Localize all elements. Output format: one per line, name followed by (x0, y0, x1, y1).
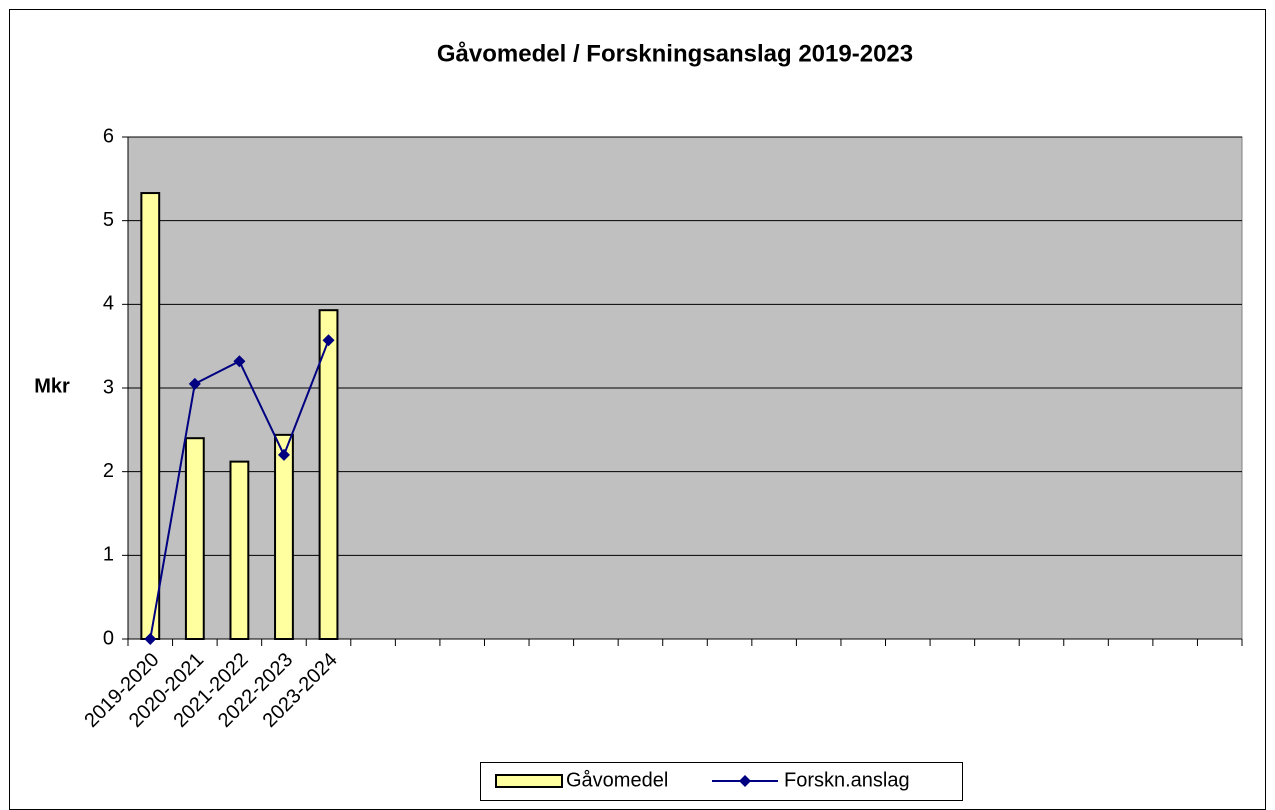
line-marker (188, 377, 201, 390)
bar (274, 433, 294, 640)
bar (318, 309, 339, 640)
legend-label: Gåvomedel (566, 769, 668, 791)
line-marker (144, 633, 157, 645)
bar (184, 437, 205, 641)
legend: Gåvomedel Forskn.anslag (480, 762, 963, 801)
y-tick-label: 3 (103, 376, 114, 398)
y-tick-label: 4 (103, 293, 114, 315)
legend-marker (739, 775, 751, 787)
y-tick-label: 6 (103, 125, 114, 147)
y-axis-label: Mkr (34, 375, 70, 397)
y-tick-label: 2 (103, 460, 114, 482)
bar (229, 460, 250, 641)
line-marker (277, 448, 290, 461)
line-marker (233, 355, 246, 368)
legend-label: Forskn.anslag (784, 769, 910, 791)
y-tick-label: 1 (103, 544, 114, 566)
chart-title: Gåvomedel / Forskningsanslag 2019-2023 (437, 40, 913, 67)
bar (140, 192, 161, 640)
y-tick-label: 5 (103, 209, 114, 231)
line-marker (322, 334, 335, 347)
legend-swatch (495, 774, 563, 788)
y-tick-label: 0 (103, 627, 114, 649)
